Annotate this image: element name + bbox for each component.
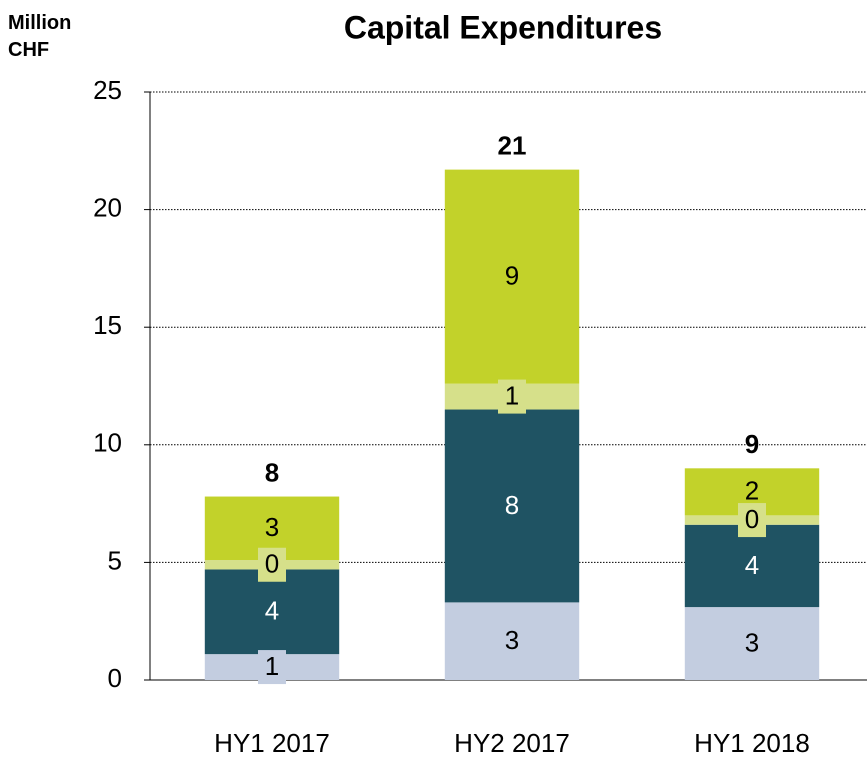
label-box: [738, 503, 766, 538]
data-label: 3: [505, 625, 519, 655]
data-label: 4: [265, 596, 279, 626]
label-box: [498, 379, 526, 414]
x-tick-label: HY1 2018: [694, 728, 810, 758]
data-label: 1: [505, 380, 519, 410]
chart-title: Capital Expenditures: [344, 9, 662, 45]
data-label: 3: [265, 512, 279, 542]
data-label: 4: [745, 550, 759, 580]
y-tick-label: 20: [93, 192, 122, 222]
y-tick-label: 10: [93, 428, 122, 458]
data-label: 3: [745, 627, 759, 657]
total-label: 8: [265, 457, 279, 487]
total-label: 9: [745, 429, 759, 459]
bar-segment: [684, 607, 820, 680]
data-label: 9: [505, 261, 519, 291]
data-label: 2: [745, 476, 759, 506]
y-axis-label: Million CHF: [8, 12, 72, 61]
bar-segment: [684, 524, 820, 608]
data-label: 8: [505, 490, 519, 520]
bar-segment: [444, 169, 580, 384]
y-tick-label: 15: [93, 310, 122, 340]
x-tick-label: HY2 2017: [454, 728, 570, 758]
y-tick-label: 5: [108, 545, 122, 575]
data-label: 1: [265, 651, 279, 681]
total-label: 21: [498, 130, 527, 160]
bar-segment: [204, 569, 340, 655]
data-label: 0: [265, 549, 279, 579]
label-box: [258, 650, 286, 685]
bar-segment: [444, 602, 580, 680]
data-label: 0: [745, 504, 759, 534]
y-tick-label: 0: [108, 663, 122, 693]
bar-segment: [444, 409, 580, 603]
y-tick-label: 25: [93, 75, 122, 105]
label-box: [258, 547, 286, 582]
x-tick-label: HY1 2017: [214, 728, 330, 758]
